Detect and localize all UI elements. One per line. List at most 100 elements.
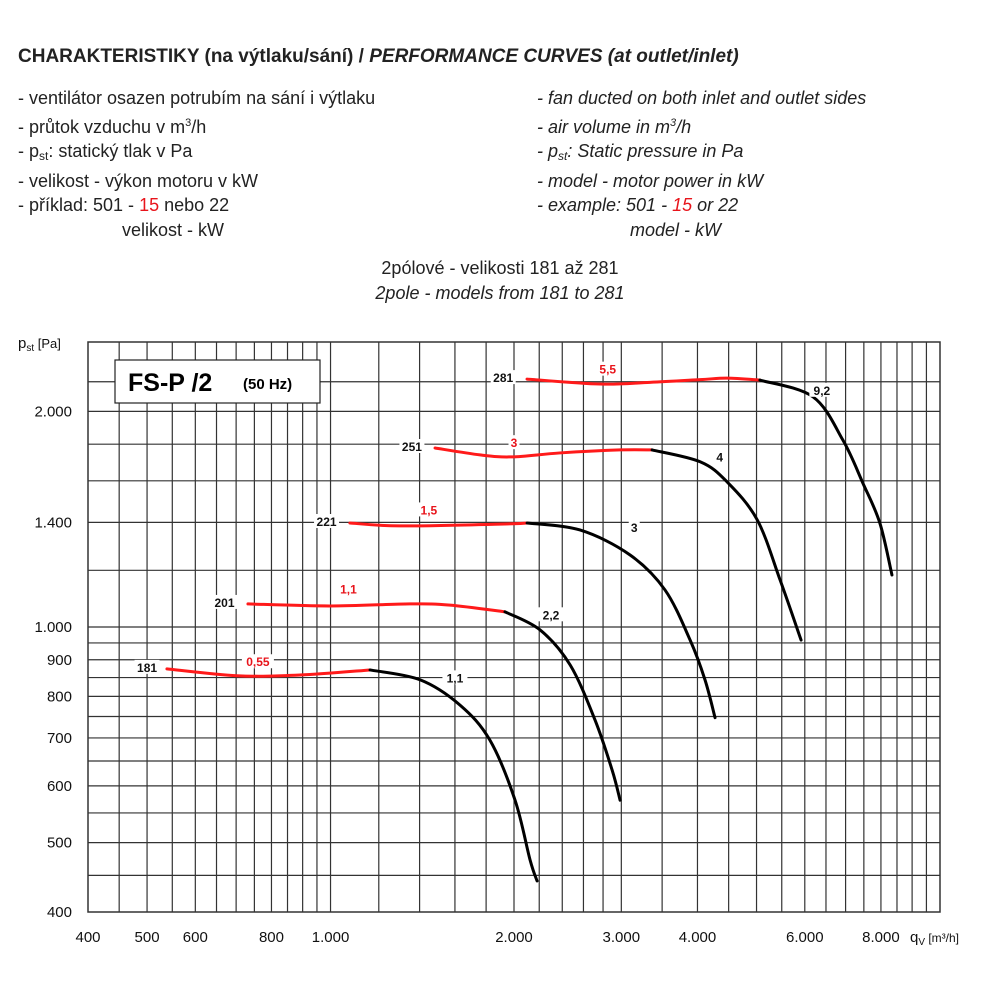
note-line: - velikost - výkon motoru v kW — [18, 170, 259, 191]
y-tick-label: 1.400 — [34, 514, 72, 531]
note-text: nebo 22 — [159, 195, 230, 215]
x-tick-label: 2.000 — [495, 929, 533, 946]
y-tick-label: 500 — [47, 835, 72, 852]
y-axis-label: pst [Pa] — [18, 335, 61, 354]
y-tick-label: 900 — [47, 652, 72, 669]
curve-251-small-kw-label: 3 — [511, 436, 518, 450]
curve-221-small-kw-label-bg — [416, 502, 442, 517]
curve-251-small-motor — [433, 446, 654, 459]
note-text: - p — [18, 141, 40, 161]
note-line: - example: 501 - 15 or 22 — [537, 193, 866, 218]
curve-201-large-kw-label-bg — [538, 607, 564, 622]
x-tick-label: 500 — [135, 929, 160, 946]
curve-181-large-kw-label-bg — [442, 670, 468, 685]
curve-181-model-label: 181 — [137, 661, 157, 675]
curve-201-small-kw-label-bg — [335, 581, 361, 596]
x-tick-label: 3.000 — [603, 929, 641, 946]
example-red: 15 — [139, 195, 160, 215]
note-text: : Static pressure in Pa — [567, 141, 744, 161]
curve-221-large-motor — [525, 521, 717, 720]
x-tick-label: 8.000 — [862, 929, 900, 946]
curve-281-model-label-bg — [490, 370, 516, 385]
y-tick-label: 800 — [47, 688, 72, 705]
superscript: 3 — [670, 116, 677, 129]
curve-251-model-label-bg — [399, 439, 425, 454]
curve-181-large-kw-label: 1,1 — [447, 671, 464, 685]
note-text: : statický tlak v Pa — [48, 141, 193, 161]
curve-181-small-kw-label: 0,55 — [246, 655, 270, 669]
note-line: - příklad: 501 - 15 nebo 22 — [18, 193, 375, 218]
legend-english: - fan ducted on both inlet and outlet si… — [537, 86, 866, 242]
chart-title-box — [114, 359, 321, 404]
superscript: 3 — [185, 116, 192, 129]
legend-czech: - ventilátor osazen potrubím na sání i v… — [18, 86, 375, 242]
y-tick-label: 600 — [47, 778, 72, 795]
curve-201-small-kw-label: 1,1 — [340, 582, 357, 596]
curve-221-large-kw-label: 3 — [631, 521, 638, 535]
x-axis-label: qV [m³/h] — [910, 929, 959, 948]
curve-221-model-label: 221 — [317, 515, 337, 529]
note-line: - průtok vzduchu v m3/h — [18, 111, 375, 140]
curve-281-model-label: 281 — [493, 371, 513, 385]
note-text: - example: 501 - — [537, 195, 673, 215]
note-line: model - kW — [630, 219, 722, 240]
plot-frame — [87, 341, 941, 913]
x-tick-label: 4.000 — [679, 929, 717, 946]
note-text: - air volume in m — [537, 116, 671, 137]
title-czech: CHARAKTERISTIKY (na výtlaku/sání) / — [18, 46, 370, 67]
y-tick-label: 1.000 — [34, 619, 72, 636]
note-line: velikost - kW — [122, 219, 225, 240]
chart-title: FS-P /2 — [128, 369, 212, 397]
curve-221-small-motor — [348, 521, 529, 528]
page-title: CHARAKTERISTIKY (na výtlaku/sání) / PERF… — [18, 46, 739, 68]
subscript: st — [39, 149, 49, 163]
y-tick-label: 700 — [47, 730, 72, 747]
note-line: - model - motor power in kW — [537, 170, 764, 191]
curve-281-large-kw-label-bg — [809, 382, 835, 397]
note-text: /h — [676, 116, 692, 137]
curve-221-small-kw-label: 1,5 — [421, 503, 438, 517]
curve-251-large-kw-label-bg — [714, 449, 726, 464]
curve-251-small-kw-label-bg — [508, 435, 520, 450]
curve-221-large-kw-label-bg — [628, 520, 640, 535]
curve-281-large-kw-label: 9,2 — [814, 384, 831, 398]
note-line: - pst: Static pressure in Pa — [537, 139, 866, 169]
curve-281-small-motor — [525, 376, 762, 386]
chart-title-frequency: (50 Hz) — [243, 376, 292, 393]
curve-201-large-kw-label: 2,2 — [543, 608, 560, 622]
note-line: - ventilátor osazen potrubím na sání i v… — [18, 88, 376, 108]
chart-heading-czech: 2pólové - velikosti 181 až 281 — [381, 258, 619, 278]
curve-201-large-motor — [503, 610, 622, 802]
curve-251-large-kw-label: 4 — [716, 450, 723, 464]
x-tick-label: 6.000 — [786, 929, 824, 946]
title-english: PERFORMANCE CURVES (at outlet/inlet) — [369, 46, 739, 67]
note-text: /h — [191, 116, 207, 137]
curve-201-model-label-bg — [212, 594, 238, 609]
x-tick-label: 400 — [75, 929, 100, 946]
note-line: - fan ducted on both inlet and outlet si… — [537, 88, 867, 108]
note-text: - p — [537, 141, 559, 161]
curve-201-model-label: 201 — [215, 596, 235, 610]
chart-heading-english: 2pole - models from 181 to 281 — [375, 283, 625, 303]
curve-181-large-motor — [368, 668, 539, 883]
subscript: st — [558, 149, 568, 163]
note-line: - pst: statický tlak v Pa — [18, 139, 375, 169]
curve-181-small-kw-label-bg — [241, 654, 274, 669]
x-tick-label: 1.000 — [312, 929, 350, 946]
note-text: - příklad: 501 - — [18, 195, 140, 215]
note-text: or 22 — [692, 195, 739, 215]
curve-201-small-motor — [246, 602, 507, 614]
curve-251-model-label: 251 — [402, 440, 422, 454]
curve-281-large-motor — [758, 378, 894, 577]
x-tick-label: 800 — [259, 929, 284, 946]
x-tick-label: 600 — [183, 929, 208, 946]
curve-251-large-motor — [650, 448, 803, 642]
curve-281-small-kw-label-bg — [595, 361, 621, 376]
note-line: - air volume in m3/h — [537, 111, 866, 140]
curve-221-model-label-bg — [314, 514, 340, 529]
curve-281-small-kw-label: 5,5 — [599, 363, 616, 377]
y-tick-label: 400 — [47, 904, 72, 921]
note-text: - průtok vzduchu v m — [18, 116, 186, 137]
